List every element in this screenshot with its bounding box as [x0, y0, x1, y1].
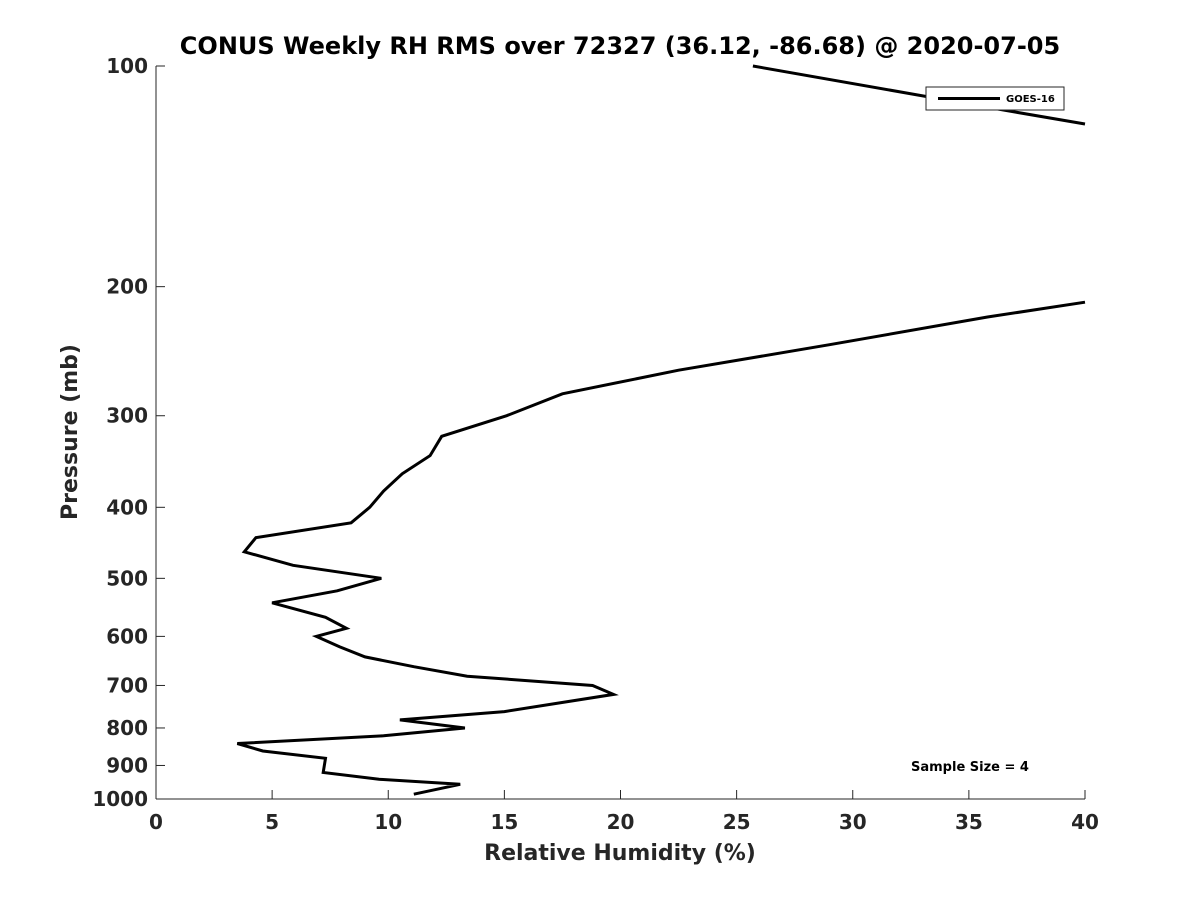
- x-tick-label: 0: [149, 810, 163, 834]
- y-tick-label: 100: [106, 54, 148, 78]
- x-tick-label: 30: [839, 810, 867, 834]
- legend-label-goes-16: GOES-16: [1006, 94, 1055, 105]
- y-tick-label: 600: [106, 624, 148, 648]
- y-axis-label: Pressure (mb): [58, 344, 83, 520]
- y-tick-label: 400: [106, 495, 148, 519]
- sample-size-annotation: Sample Size = 4: [911, 760, 1029, 775]
- y-tick-label: 500: [106, 566, 148, 590]
- y-ticks: 100 200 300 400 500 600 700 800 900 1000: [92, 54, 165, 811]
- x-axis-label: Relative Humidity (%): [484, 841, 756, 866]
- chart-title: CONUS Weekly RH RMS over 72327 (36.12, -…: [180, 32, 1060, 60]
- x-tick-label: 20: [607, 810, 635, 834]
- y-tick-label: 900: [106, 753, 148, 777]
- x-ticks: 0 5 10 15 20 25 30 35 40: [149, 790, 1099, 834]
- legend: GOES-16: [925, 86, 1065, 111]
- series-line-0: [236, 300, 1086, 796]
- plot-area: [156, 66, 1085, 799]
- y-tick-label: 700: [106, 673, 148, 697]
- x-tick-label: 35: [955, 810, 983, 834]
- y-tick-label: 1000: [92, 787, 148, 811]
- x-tick-label: 5: [265, 810, 279, 834]
- x-tick-label: 15: [490, 810, 518, 834]
- y-tick-label: 200: [106, 275, 148, 299]
- x-tick-label: 40: [1071, 810, 1099, 834]
- x-tick-label: 10: [374, 810, 402, 834]
- y-tick-label: 300: [106, 404, 148, 428]
- y-tick-label: 800: [106, 716, 148, 740]
- x-tick-label: 25: [723, 810, 751, 834]
